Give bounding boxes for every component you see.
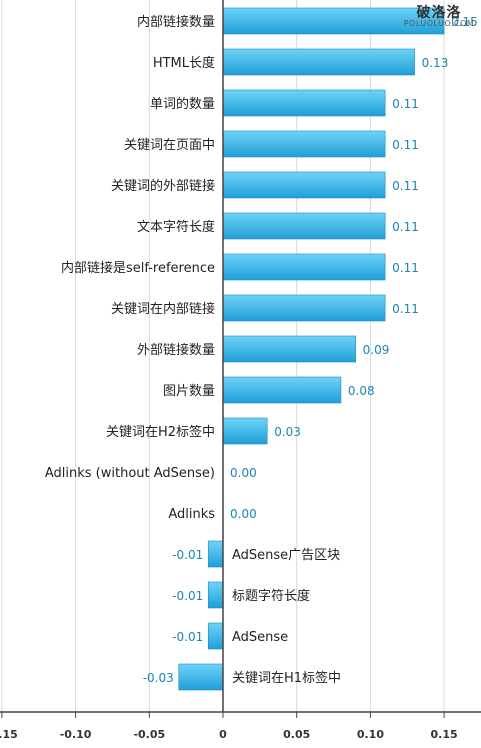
category-label: 图片数量	[163, 384, 215, 399]
data-label: 0.00	[230, 466, 257, 480]
category-label: 内部链接数量	[137, 14, 215, 30]
x-tick-label: 0.10	[357, 728, 384, 741]
x-tick-label: 0	[219, 728, 227, 741]
data-label: 0.11	[392, 302, 419, 316]
data-label: 0.11	[392, 220, 419, 234]
data-label: 0.13	[422, 56, 449, 70]
category-label: 关键词在内部链接	[111, 301, 215, 317]
data-label: -0.01	[172, 630, 203, 644]
bar	[207, 540, 224, 568]
x-tick-label: -0.10	[60, 728, 92, 741]
data-label: 0.09	[363, 343, 390, 357]
x-tick-label: 0.15	[431, 728, 458, 741]
data-label: -0.03	[143, 671, 174, 685]
watermark-main-text: 破洛洛	[416, 5, 462, 21]
x-tick-label: -0.15	[0, 728, 18, 741]
bar	[207, 581, 224, 609]
category-label: Adlinks (without AdSense)	[45, 466, 215, 481]
category-label: 标题字符长度	[232, 588, 310, 604]
category-label: AdSense广告区块	[232, 548, 340, 563]
category-label: 内部链接是self-reference	[61, 260, 215, 276]
bar	[222, 335, 356, 363]
category-label: 单词的数量	[150, 96, 215, 112]
data-label: 0.11	[392, 138, 419, 152]
bar	[222, 294, 386, 322]
bar	[178, 663, 224, 691]
category-label: HTML长度	[153, 55, 215, 71]
data-label: 0.00	[230, 507, 257, 521]
watermark-logo: 破洛洛 POLUOLUO.COM	[398, 6, 480, 28]
x-tick-label: -0.05	[133, 728, 165, 741]
category-label: AdSense	[232, 630, 288, 645]
category-label: 外部链接数量	[137, 342, 215, 358]
x-tick-label: 0.05	[283, 728, 310, 741]
bar	[222, 376, 342, 404]
bar	[222, 89, 386, 117]
bar	[222, 417, 268, 445]
data-label: 0.11	[392, 261, 419, 275]
data-label: 0.08	[348, 384, 375, 398]
data-label: 0.15	[451, 15, 478, 29]
data-label: 0.11	[392, 97, 419, 111]
category-label: 关键词在H1标签中	[232, 670, 341, 686]
category-label: Adlinks	[168, 507, 215, 522]
bar	[207, 622, 224, 650]
bar	[222, 171, 386, 199]
category-label: 关键词在页面中	[124, 138, 215, 153]
data-label: 0.03	[274, 425, 301, 439]
bar	[222, 212, 386, 240]
bar	[222, 253, 386, 281]
category-label: 关键词在H2标签中	[106, 424, 215, 440]
bar	[222, 48, 415, 76]
watermark-sub-text: POLUOLUO.COM	[403, 19, 475, 28]
data-label: -0.01	[172, 589, 203, 603]
bar	[222, 7, 445, 35]
data-label: -0.01	[172, 548, 203, 562]
bar	[222, 130, 386, 158]
category-label: 文本字符长度	[137, 219, 215, 235]
category-label: 关键词的外部链接	[111, 178, 215, 194]
data-label: 0.11	[392, 179, 419, 193]
